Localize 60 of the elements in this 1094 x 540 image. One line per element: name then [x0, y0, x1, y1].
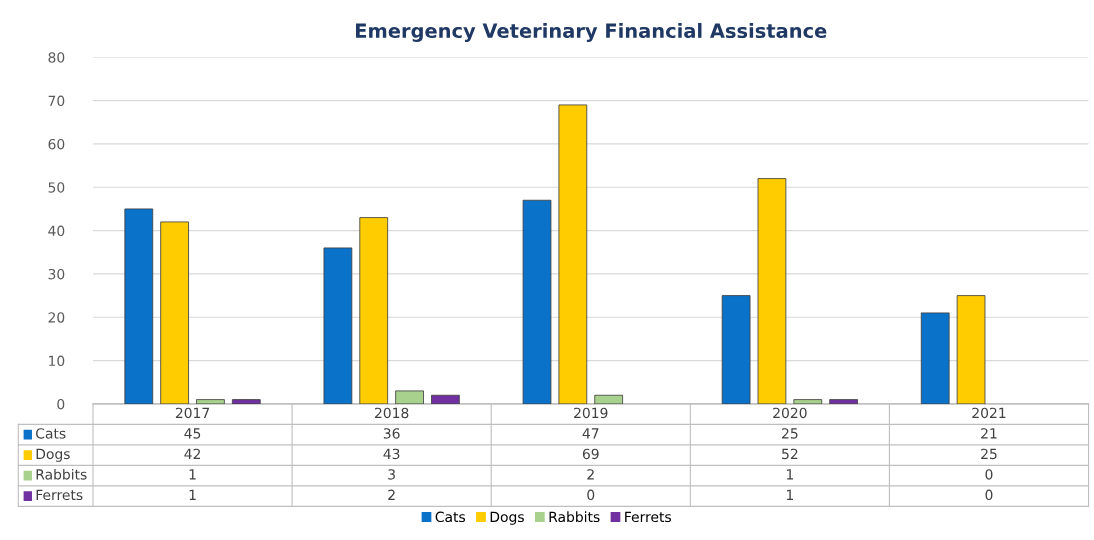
bar — [956, 295, 986, 404]
data-label: 42 — [184, 448, 200, 459]
data-label: 0 — [587, 489, 595, 501]
data-label: 43 — [383, 448, 400, 460]
legend-label: Ferrets — [625, 511, 671, 523]
data-label: 1 — [189, 469, 196, 480]
x-tick-label: 2020 — [773, 407, 807, 419]
bar — [359, 217, 389, 404]
x-tick-label: 2018 — [375, 407, 409, 419]
y-tick-label: 20 — [48, 312, 65, 323]
bar — [757, 178, 787, 404]
legend-label: Cats — [36, 428, 66, 439]
bar — [558, 104, 588, 404]
bar — [829, 399, 858, 404]
text: Rabbits — [36, 468, 87, 480]
y-tick-label: 80 — [48, 52, 65, 63]
y-tick-label: 0 — [57, 398, 65, 410]
bar — [231, 399, 261, 404]
bar — [124, 208, 154, 404]
data-label: 2 — [587, 469, 594, 480]
legend-label: Dogs — [36, 448, 70, 462]
text: Ferrets — [36, 489, 83, 501]
data-label: 3 — [388, 469, 395, 480]
text: Dogs — [490, 511, 524, 525]
bar — [160, 221, 189, 404]
y-tick-label: 30 — [48, 268, 65, 280]
y-tick-label: 60 — [48, 138, 65, 150]
data-label: 45 — [184, 428, 201, 439]
chart-title: Emergency Veterinary Financial Assistance — [356, 23, 827, 42]
x-tick-label: 2017 — [175, 407, 210, 419]
data-label: 25 — [981, 448, 997, 460]
data-label: 1 — [786, 469, 793, 480]
legend-label: Rabbits — [549, 511, 600, 523]
data-label: 0 — [985, 469, 993, 480]
bar — [522, 199, 552, 404]
bar — [395, 390, 424, 404]
data-label: 52 — [782, 448, 798, 460]
bar — [920, 312, 950, 404]
data-label: 2 — [388, 489, 395, 500]
bar — [323, 247, 353, 404]
bar — [431, 394, 460, 404]
data-label: 21 — [981, 428, 997, 439]
bar — [721, 295, 751, 404]
data-label: 36 — [383, 428, 400, 439]
x-tick-label: 2019 — [574, 407, 608, 419]
y-tick-label: 40 — [48, 225, 65, 237]
text: Cats — [435, 511, 466, 523]
data-label: 25 — [782, 428, 798, 439]
bar — [594, 394, 624, 404]
data-label: 69 — [582, 448, 599, 460]
bar — [793, 399, 823, 404]
bar — [196, 399, 225, 404]
data-label: 47 — [582, 428, 599, 439]
y-tick-label: 70 — [48, 95, 65, 107]
data-label: 1 — [786, 489, 793, 500]
data-label: 0 — [985, 489, 993, 501]
y-tick-label: 10 — [49, 355, 65, 367]
x-tick-label: 2021 — [972, 407, 1006, 419]
y-tick-label: 50 — [48, 182, 65, 193]
data-label: 1 — [189, 489, 196, 500]
